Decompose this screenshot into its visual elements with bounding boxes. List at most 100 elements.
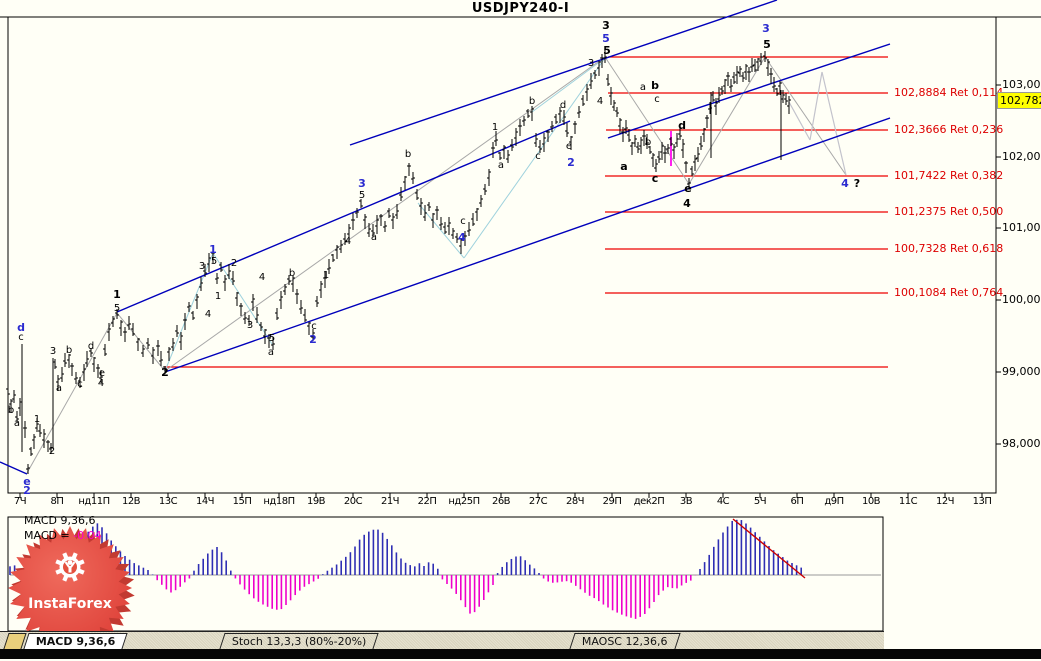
wave-label: 5 <box>603 44 611 57</box>
x-axis-label: 20С <box>343 496 363 507</box>
x-axis-label: 5Ч <box>753 496 767 507</box>
x-axis-label: 19В <box>306 496 326 507</box>
wave-label: c <box>311 321 317 332</box>
x-axis-label: 4С <box>716 496 730 507</box>
wave-label: e <box>684 182 692 195</box>
logo-star <box>8 526 132 650</box>
macd-indicator-label: MACD 9,36,6 <box>24 514 96 527</box>
gray-wave-line <box>116 312 166 372</box>
chart-frame <box>0 16 1041 632</box>
wave-label: b <box>404 149 412 160</box>
macd-value-label: MACD = -0.04 <box>24 529 102 542</box>
wave-label: 5 <box>763 38 771 51</box>
tab-stochastic[interactable]: Stoch 13,3,3 (80%-20%) <box>219 633 380 649</box>
wave-label: 2 <box>48 446 56 457</box>
wave-label: 3 <box>358 177 366 190</box>
wave-label: 2 <box>567 156 575 169</box>
macd-value-prefix: MACD = <box>24 529 74 542</box>
fib-level-label: 100,1084 Ret 0,764 <box>894 286 1004 299</box>
x-axis-label: 12Ч <box>935 496 955 507</box>
bottom-scrollbar-strip[interactable] <box>0 649 1041 659</box>
wave-label: 5 <box>268 333 276 344</box>
blue-channel-line <box>116 120 571 313</box>
forecast-path-line <box>821 71 847 176</box>
wave-label: c <box>535 151 541 162</box>
wave-label: 1 <box>209 243 217 256</box>
x-axis-label: 12В <box>121 496 141 507</box>
wave-label: 5 <box>602 32 610 45</box>
instaforex-logo: InstaForex <box>8 526 135 652</box>
x-axis-label: 14Ч <box>195 496 215 507</box>
wave-label: 3 <box>49 346 57 357</box>
y-axis-label: 100,000 <box>1002 293 1041 306</box>
x-axis-label: 3В <box>679 496 693 507</box>
wave-label: 1 <box>491 122 499 133</box>
macd-histogram <box>9 518 881 619</box>
x-axis-label: дек2П <box>633 496 665 507</box>
y-axis-label: 102,000 <box>1002 150 1041 163</box>
logo-person-arm-left <box>64 561 70 568</box>
x-axis-label: 29П <box>602 496 622 507</box>
x-axis-label: 6П <box>790 496 804 507</box>
wave-label: a <box>55 383 63 394</box>
y-axis-label: 98,0000 <box>1002 437 1041 450</box>
fib-level-label: 102,8884 Ret 0,114 <box>894 86 1004 99</box>
wave-label: 5 <box>358 190 366 201</box>
wave-label: 2 <box>230 258 238 269</box>
price-bars <box>6 50 791 474</box>
wave-label: 2 <box>161 366 169 379</box>
fib-level-label: 101,7422 Ret 0,382 <box>894 169 1004 182</box>
gray-wave-line <box>688 56 766 185</box>
wave-label: 4 <box>458 231 466 244</box>
wave-label: b <box>288 268 296 279</box>
wave-label: a <box>639 82 647 93</box>
wave-label: d <box>87 341 95 352</box>
wave-label: 3 <box>602 19 610 32</box>
wave-label: ? <box>853 177 861 190</box>
fib-level-label: 100,7328 Ret 0,618 <box>894 242 1004 255</box>
x-axis-label: 22П <box>417 496 437 507</box>
fib-level-label: 101,2375 Ret 0,500 <box>894 205 1004 218</box>
wave-label: a <box>497 160 505 171</box>
gray-wave-line <box>604 56 690 185</box>
logo-text: InstaForex <box>28 596 112 612</box>
wave-label: c <box>651 172 659 185</box>
tab-macd[interactable]: MACD 9,36,6 <box>23 633 129 649</box>
tab-maosc[interactable]: MAOSC 12,36,6 <box>569 633 681 649</box>
blue-channel-line <box>349 0 778 146</box>
x-axis-label: нд25П <box>448 496 480 507</box>
y-axis-label: 103,000 <box>1002 78 1041 91</box>
x-axis-label: 15П <box>232 496 252 507</box>
wave-label: 1 <box>33 414 41 425</box>
forecast-path-line <box>809 71 823 141</box>
wave-label: e <box>98 368 106 379</box>
x-axis-label: 7Ч <box>13 496 27 507</box>
fib-level-label: 102,3666 Ret 0,236 <box>894 123 1004 136</box>
x-axis-label: нд18П <box>263 496 295 507</box>
wave-label: c <box>654 94 660 105</box>
macd-value-number: -0.04 <box>73 529 102 542</box>
wave-label: 1 <box>214 291 222 302</box>
current-price-badge: 102,782 <box>997 92 1041 109</box>
wave-label: 5 <box>113 303 121 314</box>
wave-label: b <box>528 96 536 107</box>
x-axis-label: 28Ч <box>565 496 585 507</box>
blue-channel-line <box>164 117 891 373</box>
wave-label: 3 <box>198 261 206 272</box>
logo-person-arm-right <box>70 561 76 568</box>
wave-label: a <box>620 160 628 173</box>
blue-channel-line <box>607 43 891 139</box>
x-axis-label: 13С <box>158 496 178 507</box>
wave-label: a <box>370 232 378 243</box>
wave-label: 1 <box>113 288 121 301</box>
x-axis-label: 21Ч <box>380 496 400 507</box>
wave-label: 5 <box>210 256 218 267</box>
wave-label: d <box>17 321 25 334</box>
cyan-wave-line <box>463 57 606 259</box>
wave-label: b <box>7 405 15 416</box>
wave-label: b <box>644 137 652 148</box>
macd-red-trendline <box>732 518 806 579</box>
x-axis-label: 26В <box>491 496 511 507</box>
